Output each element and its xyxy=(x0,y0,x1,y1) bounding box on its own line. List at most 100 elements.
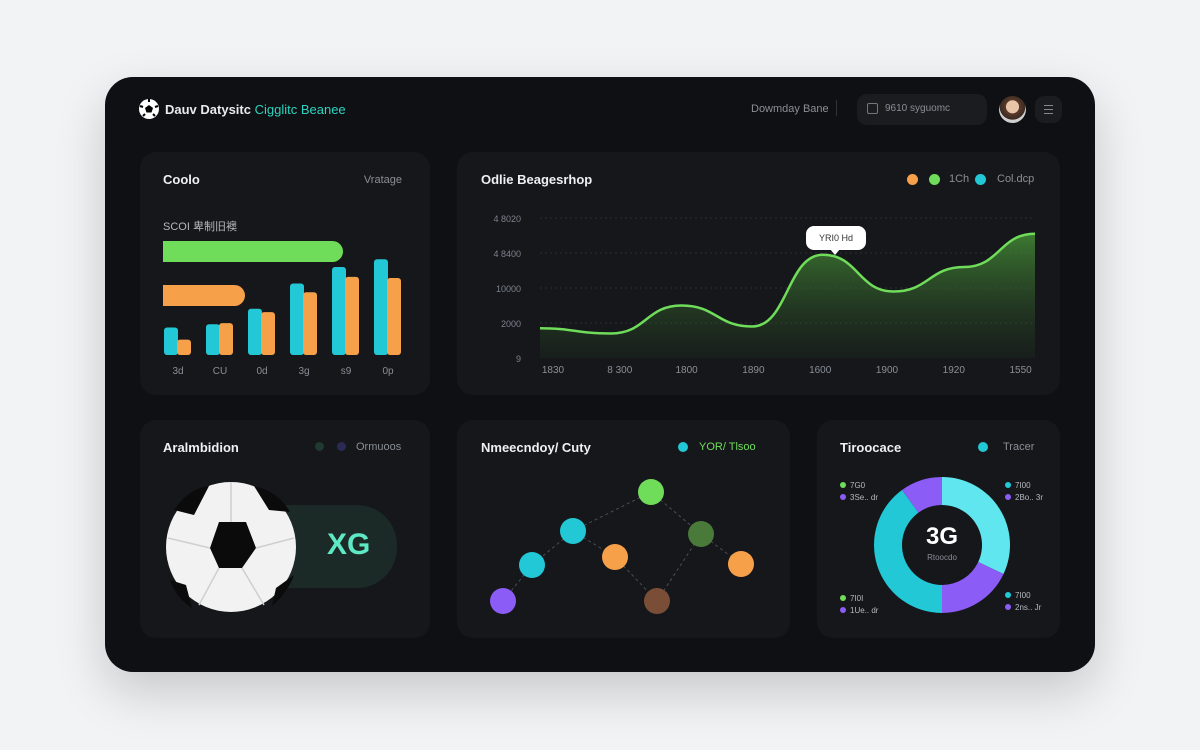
menu-icon xyxy=(1044,105,1053,114)
legend-dot xyxy=(840,494,846,500)
xg-card: Aralmbidion Ormuoos XG xyxy=(140,420,430,638)
bar xyxy=(332,267,346,355)
legend-label: YOR/ Tlsoo xyxy=(699,441,756,453)
x-tick-label: 1550 xyxy=(1009,365,1032,376)
network-node-cyan xyxy=(560,518,586,544)
legend-label: Tracer xyxy=(1003,441,1035,453)
legend-dot xyxy=(315,442,324,451)
network-node-orange xyxy=(728,551,754,577)
search-placeholder: 9610 syguomc xyxy=(885,103,951,114)
x-tick-label: 1800 xyxy=(675,365,698,376)
bar xyxy=(219,323,233,355)
legend-dot xyxy=(1005,494,1011,500)
donut-label: 7I00 2Bo.. 3r xyxy=(1005,480,1043,504)
x-tick-label: 1890 xyxy=(742,365,765,376)
donut-chart xyxy=(874,477,1010,613)
bar xyxy=(387,278,401,355)
legend-dot-green xyxy=(929,174,940,185)
bar xyxy=(345,276,359,355)
card-title: Nmeecndoy/ Cuty xyxy=(481,440,591,455)
donut-label-value: 7G0 xyxy=(850,481,866,490)
legend-label: 1Ch xyxy=(949,173,970,185)
x-tick-label: 1600 xyxy=(809,365,832,376)
nav-link[interactable]: Dowmday Bane xyxy=(751,103,829,115)
legend-dot xyxy=(840,595,846,601)
brand-part2: Cigglitc Beanee xyxy=(254,102,346,117)
series-line xyxy=(539,232,1036,335)
tooltip-pointer xyxy=(830,249,840,260)
x-tick-label: 0p xyxy=(382,366,394,377)
card-title: Aralmbidion xyxy=(163,440,239,455)
x-tick-label: 1830 xyxy=(542,365,565,376)
bar xyxy=(261,312,275,355)
donut-slice xyxy=(902,477,942,513)
donut-slice xyxy=(942,477,1010,574)
bar xyxy=(248,308,262,355)
soccer-ball-icon xyxy=(166,482,296,612)
progress-bar-green xyxy=(163,241,343,262)
legend-dot-orange xyxy=(907,174,918,185)
donut-label-text: 2ns.. Jr xyxy=(1015,603,1042,612)
x-tick-label: 3g xyxy=(298,366,309,377)
chart-tooltip: YRI0 Hd xyxy=(806,226,866,250)
network-edge xyxy=(572,491,652,532)
brand-part1: Dauv Datysitc xyxy=(165,102,251,117)
legend-dot-cyan xyxy=(678,442,688,452)
donut-label-text: 2Bo.. 3r xyxy=(1015,493,1044,502)
donut-label-value: 7I00 xyxy=(1015,481,1031,490)
menu-button[interactable] xyxy=(1035,96,1062,123)
network-node-cyan xyxy=(519,552,545,578)
area-chart: 9 2000 10000 4 8400 4 8020 1830 8 300 1800 1890 1… xyxy=(493,214,1036,376)
x-tick-label: 1920 xyxy=(943,365,966,376)
legend-dot xyxy=(1005,592,1011,598)
network-node-green xyxy=(638,479,664,505)
donut-card: Tiroocace Tracer 3G Rtoocdo 7G0 3Se.. dr 7… xyxy=(817,420,1060,638)
avatar[interactable] xyxy=(999,96,1026,123)
bar-chart: 3d CU 0d 3g s9 0p xyxy=(164,259,401,377)
legend-dot xyxy=(840,482,846,488)
donut-label: 7I0I 1Ue.. dr xyxy=(840,593,878,617)
y-tick-label: 4 8400 xyxy=(493,249,521,259)
x-tick-label: 1900 xyxy=(876,365,899,376)
donut-center-value: 3G xyxy=(925,523,958,550)
network-graph xyxy=(490,479,754,614)
donut-slice xyxy=(874,489,942,613)
legend-dot xyxy=(1005,604,1011,610)
network-node-dark_green xyxy=(688,521,714,547)
brand-title: Dauv Datysitc Cigglitc Beanee xyxy=(165,102,346,117)
x-tick-label: 3d xyxy=(172,366,183,377)
y-tick-label: 9 xyxy=(516,354,521,364)
bar xyxy=(290,283,304,355)
progress-bar-orange xyxy=(163,285,245,306)
network-card: Nmeecndoy/ Cuty YOR/ Tlsoo xyxy=(457,420,790,638)
area-fill xyxy=(540,233,1035,358)
y-tick-label: 4 8020 xyxy=(493,214,521,224)
divider xyxy=(836,100,837,116)
donut-center-label: Rtoocdo xyxy=(927,553,957,562)
donut-label: 7I00 2ns.. Jr xyxy=(1005,590,1041,614)
legend-dot-cyan xyxy=(975,174,986,185)
donut-label-value: 7I00 xyxy=(1015,591,1031,600)
search-input[interactable]: 9610 syguomc xyxy=(857,94,987,125)
network-node-orange xyxy=(602,544,628,570)
card-title: Tiroocace xyxy=(840,440,902,455)
bar xyxy=(164,327,178,355)
legend-dot xyxy=(337,442,346,451)
soccer-ball-icon xyxy=(139,99,159,119)
network-node-brown xyxy=(644,588,670,614)
legend-dot-cyan xyxy=(978,442,988,452)
bar xyxy=(303,292,317,355)
donut-label: 7G0 3Se.. dr xyxy=(840,480,878,504)
legend-dot xyxy=(1005,482,1011,488)
card-subtitle: SCOI 卑制旧襖 xyxy=(163,221,237,233)
legend-label: Ormuoos xyxy=(356,441,402,453)
x-tick-label: 0d xyxy=(256,366,267,377)
donut-slice xyxy=(942,562,1004,613)
y-tick-label: 10000 xyxy=(496,284,521,294)
x-tick-label: s9 xyxy=(341,366,352,377)
card-title: Coolo xyxy=(163,172,200,187)
y-tick-label: 2000 xyxy=(501,319,521,329)
network-edge xyxy=(656,533,702,602)
xg-badge: XG xyxy=(270,505,397,588)
card-action[interactable]: Vratage xyxy=(363,174,402,186)
